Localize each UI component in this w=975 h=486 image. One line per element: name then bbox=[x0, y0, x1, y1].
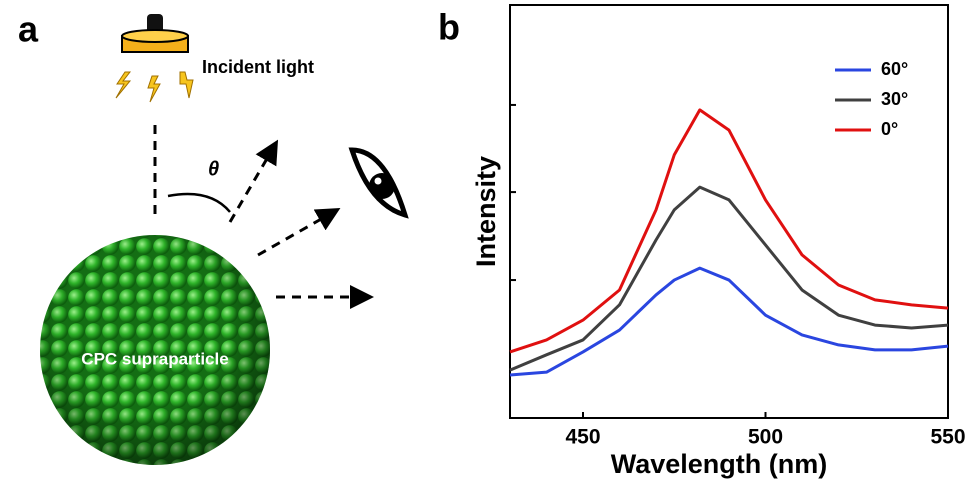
line-series bbox=[509, 266, 949, 377]
legend-label: 30° bbox=[881, 89, 908, 109]
plot-frame bbox=[509, 4, 949, 419]
line-series bbox=[509, 185, 949, 372]
eye bbox=[348, 147, 409, 219]
y-axis-label: Intensity bbox=[471, 156, 501, 267]
light-label: Incident light bbox=[202, 57, 314, 77]
x-axis-label: Wavelength (nm) bbox=[611, 449, 828, 479]
line-series bbox=[509, 108, 949, 354]
angle-label: θ bbox=[208, 158, 219, 180]
legend-label: 60° bbox=[881, 59, 908, 79]
supraparticle bbox=[40, 235, 270, 465]
legend-label: 0° bbox=[881, 119, 898, 139]
angle-arc bbox=[167, 192, 231, 213]
x-tick-label: 500 bbox=[748, 426, 783, 449]
arrow bbox=[257, 208, 341, 257]
panel-label: a bbox=[18, 9, 39, 50]
x-tick-label: 450 bbox=[565, 426, 600, 449]
panel-label: b bbox=[438, 7, 460, 48]
x-tick-label: 550 bbox=[930, 426, 965, 449]
lamp bbox=[115, 14, 194, 103]
arrow bbox=[228, 139, 279, 223]
particle-label: CPC supraparticle bbox=[81, 349, 228, 368]
